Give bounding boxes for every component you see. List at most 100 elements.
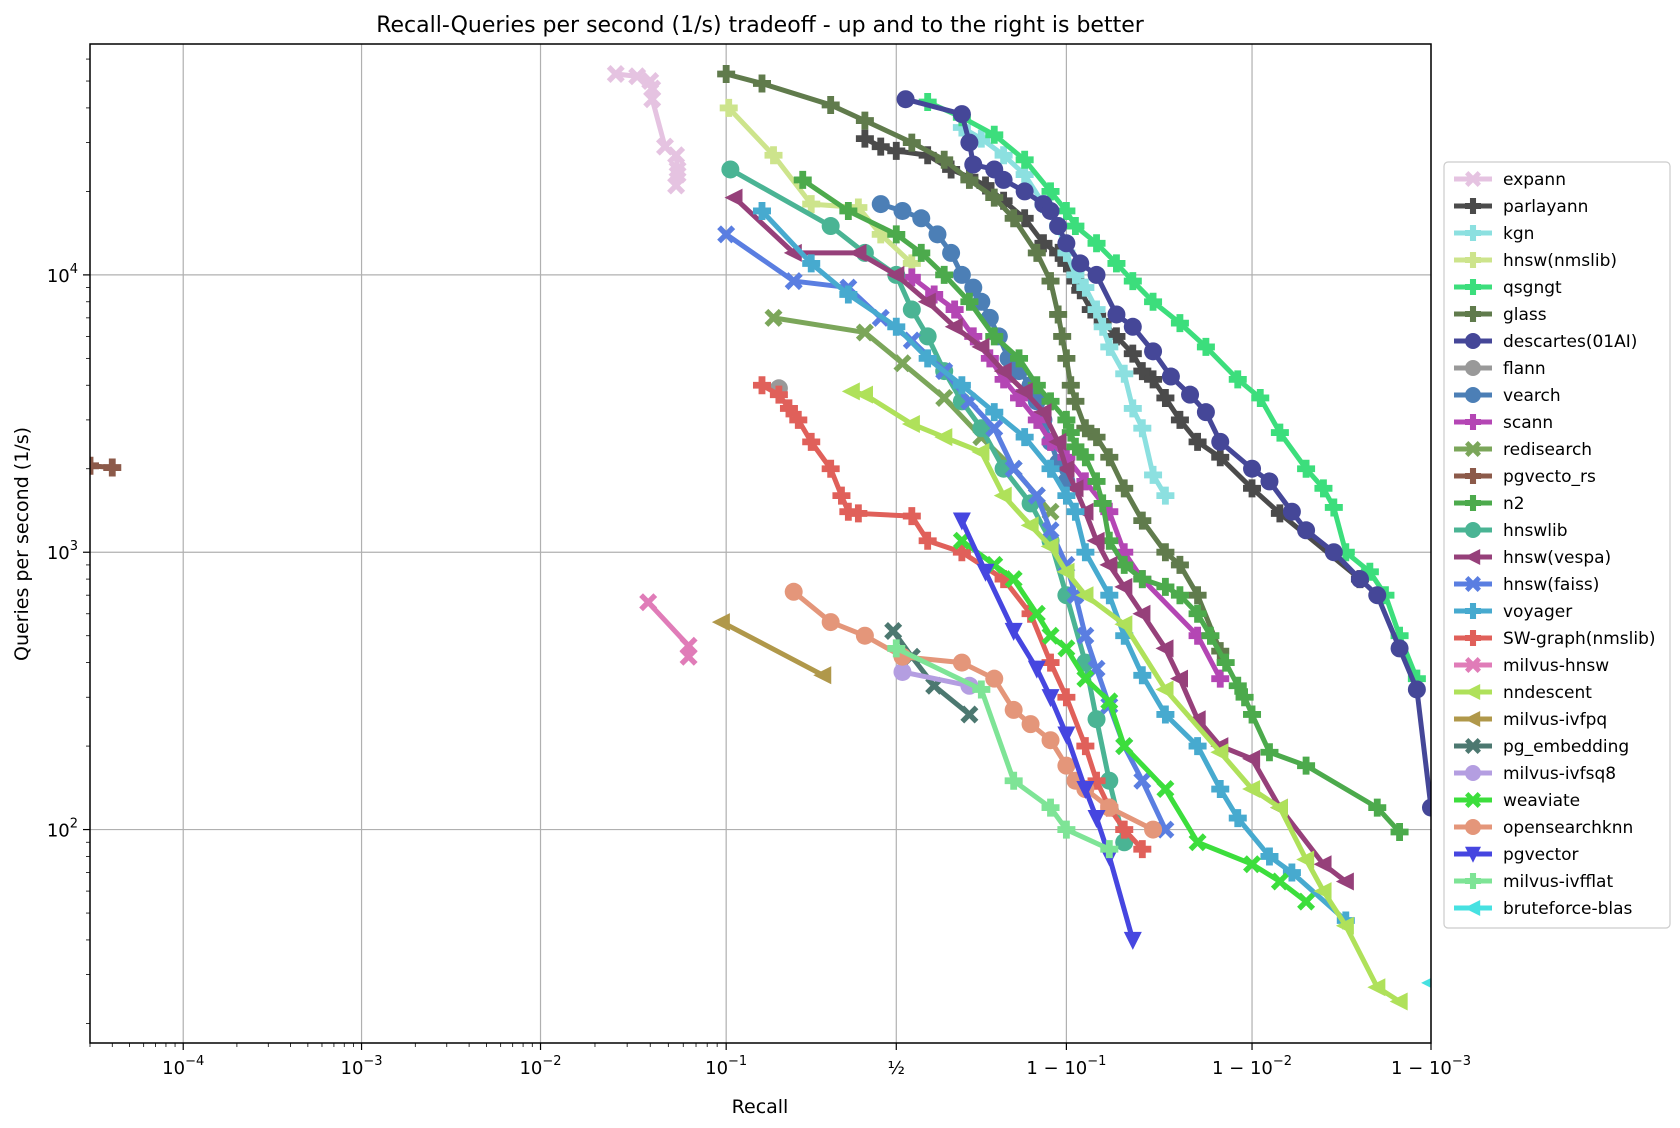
data-point (972, 680, 991, 699)
data-point (1335, 872, 1354, 891)
legend-marker (1465, 252, 1481, 268)
data-point (1161, 367, 1180, 386)
data-point (1107, 305, 1126, 324)
data-point (1057, 486, 1076, 505)
data-point (985, 403, 1004, 422)
data-point (985, 188, 1004, 207)
data-point (1041, 392, 1060, 411)
legend-marker (1465, 630, 1481, 646)
data-point (1087, 472, 1106, 491)
x-tick-base: 1 − 10 (1026, 1058, 1087, 1079)
data-point (1004, 771, 1023, 790)
data-point (871, 225, 890, 244)
legend-marker (1465, 495, 1481, 511)
data-point (976, 176, 995, 195)
legend-marker (1465, 819, 1481, 835)
data-point (1123, 317, 1142, 336)
legend-item: redisearch (1454, 440, 1592, 460)
data-point (902, 300, 921, 319)
legend-label: glass (1503, 305, 1547, 325)
data-point (994, 370, 1013, 389)
legend-marker (1465, 333, 1481, 349)
data-point (893, 201, 912, 220)
x-tick-label: 1 − 10−2 (1212, 1054, 1292, 1079)
data-point (1056, 562, 1075, 581)
data-point (1041, 521, 1060, 540)
series-line (959, 519, 1136, 941)
data-point (1187, 710, 1206, 729)
legend-item: flann (1454, 359, 1546, 379)
series-layer (90, 65, 1431, 1011)
data-point (1076, 278, 1095, 297)
legend-marker (1465, 522, 1481, 538)
data-point (848, 243, 867, 262)
data-point (802, 254, 821, 273)
data-point (902, 507, 921, 526)
x-tick-base: 10 (705, 1058, 728, 1079)
legend-label: weaviate (1503, 791, 1580, 811)
data-point (952, 512, 971, 531)
data-point (887, 317, 906, 336)
data-point (964, 327, 983, 346)
data-point (1027, 486, 1046, 505)
series-milvus-hnsw (639, 593, 698, 666)
data-point (813, 666, 832, 685)
data-point (1282, 863, 1301, 882)
data-point (1188, 833, 1207, 852)
data-point (1056, 459, 1075, 478)
legend-marker (1465, 873, 1481, 889)
data-point (1144, 820, 1163, 839)
data-point (960, 133, 979, 152)
chart-title: Recall-Queries per second (1/s) tradeoff… (376, 13, 1145, 38)
legend-marker (1464, 684, 1481, 700)
y-tick-exponent: 3 (70, 539, 78, 554)
data-point (1027, 243, 1046, 262)
data-point (1156, 388, 1175, 407)
data-point (1170, 410, 1189, 429)
data-point (1049, 305, 1068, 324)
legend-label: nndescent (1503, 683, 1592, 703)
data-point (945, 300, 964, 319)
legend-label: kgn (1503, 224, 1534, 244)
legend-marker (1465, 792, 1481, 808)
legend-marker (1465, 603, 1481, 619)
data-point (1242, 749, 1261, 768)
data-point (1260, 472, 1279, 491)
data-point (1115, 737, 1134, 756)
data-point (1041, 653, 1060, 672)
data-point (912, 209, 931, 228)
x-tick-exponent: −3 (363, 1054, 382, 1069)
data-point (1076, 472, 1095, 491)
legend-marker (1465, 468, 1481, 484)
data-point (1100, 586, 1119, 605)
data-point (719, 98, 738, 117)
data-point (1313, 882, 1332, 901)
x-tick-label: 10−3 (341, 1054, 383, 1079)
data-point (1065, 479, 1084, 498)
series-n2 (793, 170, 1409, 842)
data-point (1057, 448, 1076, 467)
data-point (1041, 272, 1060, 291)
data-point (994, 170, 1013, 189)
data-point (1100, 337, 1119, 356)
data-point (1093, 494, 1112, 513)
data-point (1114, 577, 1133, 596)
data-point (1021, 604, 1040, 623)
data-point (985, 419, 1004, 438)
data-point (1367, 978, 1386, 997)
legend-marker (1465, 846, 1481, 863)
data-point (1133, 840, 1152, 859)
data-point (1297, 756, 1316, 775)
data-point (1066, 437, 1085, 456)
data-point (1115, 626, 1134, 645)
data-point (917, 292, 936, 311)
data-point (985, 669, 1004, 688)
legend-label: vearch (1503, 386, 1561, 406)
data-point (1260, 847, 1279, 866)
data-point (1057, 410, 1076, 429)
data-point (1123, 344, 1142, 363)
data-point (821, 95, 840, 114)
legend-item: n2 (1454, 494, 1525, 514)
data-point (871, 137, 890, 156)
data-point (1188, 737, 1207, 756)
